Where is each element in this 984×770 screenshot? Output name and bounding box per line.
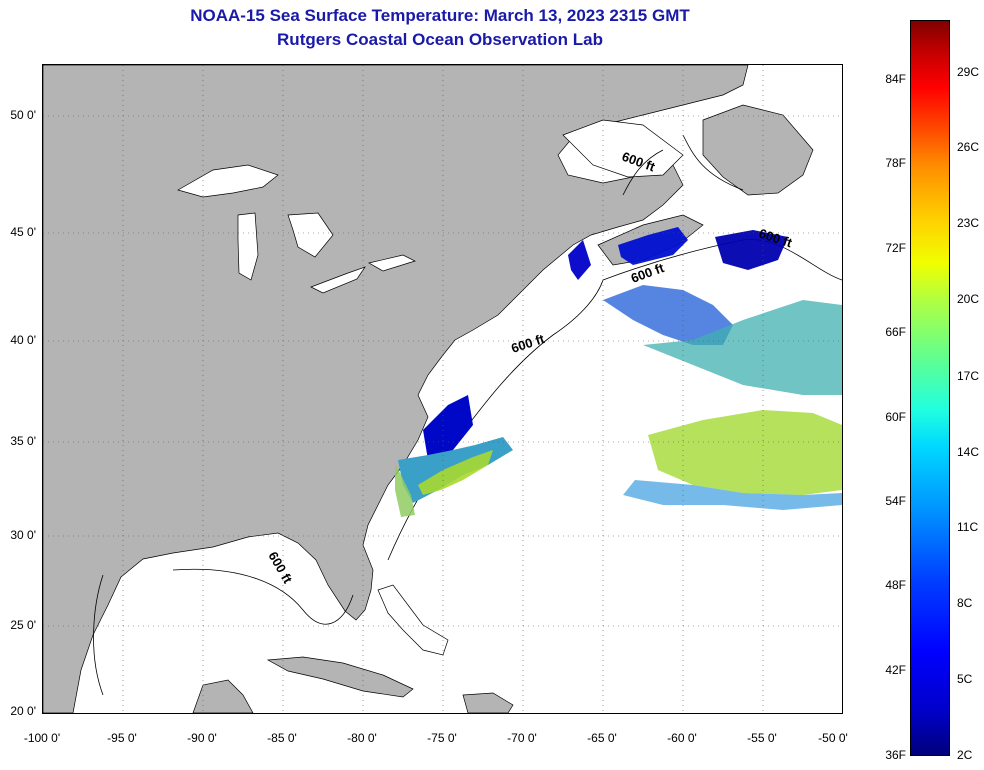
sst-swath-offshore-blue bbox=[603, 285, 733, 345]
colorbar-c-label: 29C bbox=[957, 65, 980, 79]
map-subtitle: Rutgers Coastal Ocean Observation Lab bbox=[277, 30, 603, 49]
colorbar-c-label: 17C bbox=[957, 369, 980, 383]
sst-map: 600 ft 600 ft 600 ft 600 ft 600 ft bbox=[42, 64, 843, 714]
contour-label: 600 ft bbox=[509, 331, 547, 356]
sst-swath-hatteras-south bbox=[395, 463, 415, 517]
temperature-colorbar bbox=[910, 20, 950, 756]
land-north-america bbox=[43, 65, 749, 713]
lake-superior bbox=[177, 164, 279, 198]
sst-swath-sable-bank bbox=[715, 230, 788, 270]
colorbar-f-label: 48F bbox=[885, 578, 906, 592]
lon-label: -50 0' bbox=[818, 731, 848, 745]
colorbar-f-label: 60F bbox=[885, 410, 906, 424]
lon-label: -65 0' bbox=[587, 731, 617, 745]
colorbar-f-label: 66F bbox=[885, 325, 906, 339]
contour-label: 600 ft bbox=[265, 549, 295, 586]
lat-label: 45 0' bbox=[10, 225, 36, 239]
lake-ontario bbox=[368, 254, 416, 272]
colorbar-f-label: 42F bbox=[885, 663, 906, 677]
colorbar-f-label: 72F bbox=[885, 241, 906, 255]
land-yucatan bbox=[192, 679, 254, 713]
colorbar-c-label: 20C bbox=[957, 292, 980, 306]
land-cuba bbox=[266, 656, 414, 698]
colorbar-c-label: 2C bbox=[957, 748, 973, 762]
colorbar-f-label: 84F bbox=[885, 72, 906, 86]
sst-swath-gulf-stream-warm bbox=[418, 450, 493, 495]
lat-label: 25 0' bbox=[10, 618, 36, 632]
lake-michigan bbox=[237, 212, 259, 281]
lake-huron bbox=[287, 212, 334, 258]
colorbar-c-label: 14C bbox=[957, 445, 980, 459]
land-newfoundland bbox=[702, 104, 814, 196]
colorbar-c-label: 26C bbox=[957, 140, 980, 154]
lat-label: 20 0' bbox=[10, 704, 36, 718]
lon-label: -75 0' bbox=[427, 731, 457, 745]
colorbar-c-label: 5C bbox=[957, 672, 973, 686]
lon-label: -85 0' bbox=[267, 731, 297, 745]
colorbar-f-label: 36F bbox=[885, 748, 906, 762]
colorbar-c-label: 11C bbox=[957, 520, 979, 534]
lon-label: -80 0' bbox=[347, 731, 377, 745]
bahamas-banks bbox=[377, 584, 449, 656]
map-title: NOAA-15 Sea Surface Temperature: March 1… bbox=[190, 6, 690, 25]
sst-swath-offshore-edge bbox=[623, 480, 842, 510]
sst-swath-hatteras-cold bbox=[423, 395, 473, 460]
lake-erie bbox=[310, 266, 366, 294]
lon-label: -95 0' bbox=[107, 731, 137, 745]
sst-swath-offshore-mixed bbox=[643, 300, 842, 395]
lon-label: -55 0' bbox=[747, 731, 777, 745]
map-canvas: 600 ft 600 ft 600 ft 600 ft 600 ft bbox=[43, 65, 842, 713]
sst-swath-scotian-shelf bbox=[618, 227, 688, 265]
colorbar-f-label: 78F bbox=[885, 156, 906, 170]
land-hispaniola bbox=[462, 692, 514, 713]
depth-contour-600ft bbox=[93, 134, 842, 696]
lon-label: -70 0' bbox=[507, 731, 537, 745]
sst-swath-offshore-warm bbox=[648, 410, 842, 495]
lon-label: -100 0' bbox=[23, 731, 61, 745]
lat-label: 50 0' bbox=[10, 108, 36, 122]
lon-label: -90 0' bbox=[187, 731, 217, 745]
gulf-st-lawrence bbox=[562, 119, 684, 178]
colorbar-c-label: 23C bbox=[957, 216, 980, 230]
sst-swath-gulf-of-maine bbox=[568, 240, 591, 280]
lat-label: 30 0' bbox=[10, 528, 36, 542]
colorbar-c-label: 8C bbox=[957, 596, 973, 610]
graticule bbox=[43, 65, 842, 713]
lat-label: 35 0' bbox=[10, 434, 36, 448]
colorbar-f-label: 54F bbox=[885, 494, 906, 508]
lon-label: -60 0' bbox=[667, 731, 697, 745]
lat-label: 40 0' bbox=[10, 333, 36, 347]
